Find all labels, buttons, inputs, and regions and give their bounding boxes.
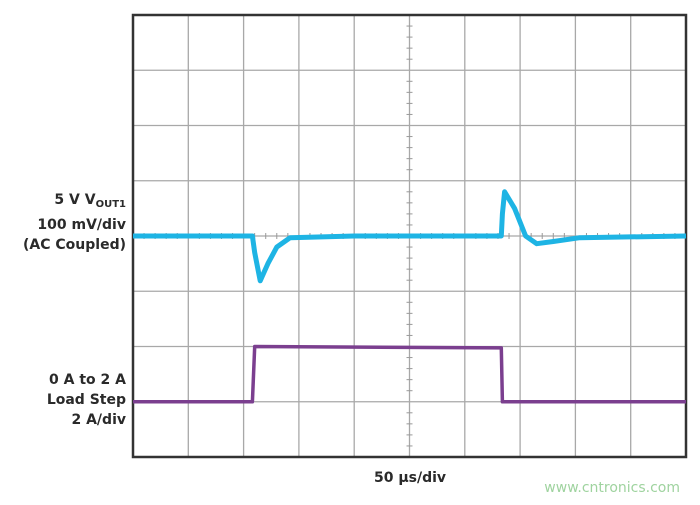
vout-trace	[133, 189, 687, 284]
watermark: www.cntronics.com	[544, 480, 680, 496]
load-current-trace	[133, 344, 686, 404]
load-step-label: 0 A to 2 A Load Step 2 A/div	[46, 372, 126, 428]
x-axis-label: 50 µs/div	[373, 470, 447, 486]
vout-label: 5 V VOUT1 100 mV/div (AC Coupled)	[23, 192, 126, 253]
